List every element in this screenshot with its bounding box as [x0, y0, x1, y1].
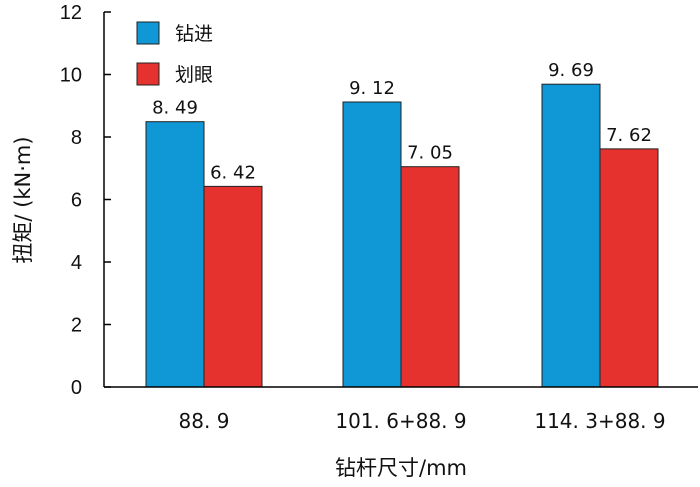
- data-label: 9. 69: [548, 60, 594, 81]
- x-tick-label: 88. 9: [179, 409, 230, 433]
- x-axis-title: 钻杆尺寸/mm: [335, 456, 467, 480]
- data-label: 8. 49: [152, 98, 198, 119]
- data-labels-group: 8. 49 6. 42 9. 12 7. 05 9. 69 7. 62: [152, 60, 652, 183]
- bar-drilling-2: [541, 83, 601, 388]
- y-tick-label: 12: [60, 2, 82, 24]
- data-label: 6. 42: [210, 162, 256, 183]
- bar-reaming-1: [400, 166, 460, 388]
- bar-drilling-0: [145, 121, 205, 388]
- y-tick-label: 0: [71, 377, 82, 399]
- x-tick-label: 114. 3+88. 9: [534, 409, 665, 433]
- data-label: 7. 05: [407, 143, 453, 164]
- bar-reaming-0: [203, 185, 263, 388]
- legend-swatch-drilling: [136, 21, 160, 45]
- data-label: 9. 12: [349, 78, 395, 99]
- legend-swatch-reaming: [136, 62, 160, 86]
- x-ticks-group: 88. 9 101. 6+88. 9 114. 3+88. 9: [179, 409, 666, 433]
- y-axis-title: 扭矩/ (kN·m): [11, 136, 35, 263]
- bar-drilling-1: [342, 101, 402, 388]
- y-tick-label: 8: [71, 127, 82, 149]
- y-tick-label: 2: [71, 315, 82, 337]
- bars-group: [145, 83, 659, 388]
- y-ticks-group: 0 2 4 6 8 10 12: [60, 2, 111, 399]
- bar-reaming-2: [599, 148, 659, 388]
- y-tick-label: 6: [71, 190, 82, 212]
- y-tick-label: 4: [71, 252, 82, 274]
- x-tick-label: 101. 6+88. 9: [335, 409, 466, 433]
- legend: 钻进 划眼: [136, 21, 213, 86]
- legend-label-drilling: 钻进: [175, 23, 213, 45]
- legend-label-reaming: 划眼: [175, 64, 213, 86]
- y-tick-label: 10: [60, 65, 82, 87]
- data-label: 7. 62: [606, 125, 652, 146]
